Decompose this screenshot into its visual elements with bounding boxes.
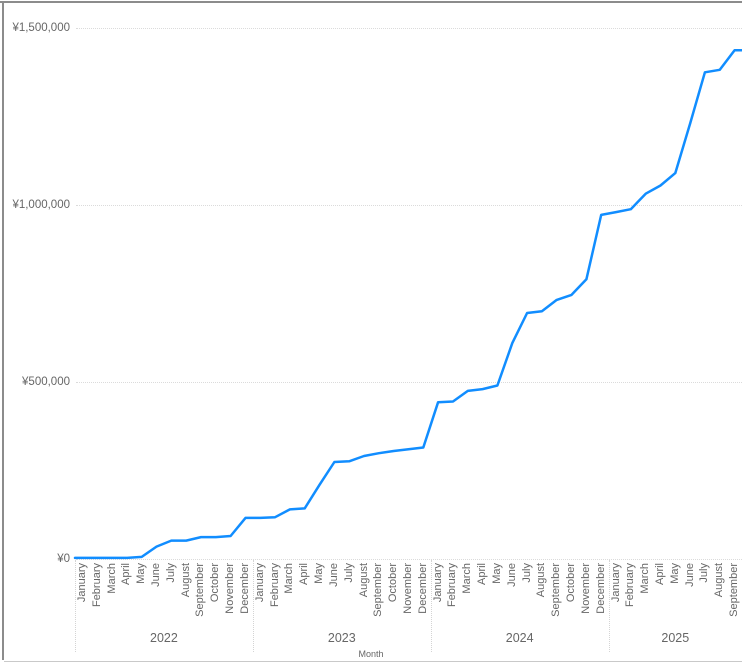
- month-tick-label: February: [624, 563, 637, 608]
- month-tick-label: April: [476, 563, 489, 586]
- month-tick-label: April: [120, 563, 133, 586]
- month-tick-label: January: [431, 563, 444, 603]
- window-top-border: [0, 1, 742, 3]
- month-tick-label: September: [550, 563, 563, 617]
- month-tick-label: July: [698, 563, 711, 583]
- month-tick-label: July: [342, 563, 355, 583]
- month-tick-label: November: [224, 563, 237, 614]
- month-tick-label: May: [490, 563, 503, 584]
- month-tick-label: August: [179, 563, 192, 598]
- gridline: [76, 28, 742, 29]
- month-tick-label: November: [402, 563, 414, 614]
- month-tick-label: August: [535, 563, 548, 598]
- month-tick-label: September: [194, 563, 207, 617]
- y-tick-label: ¥0: [57, 553, 70, 565]
- month-tick-label: December: [594, 563, 607, 614]
- month-tick-label: June: [150, 563, 163, 587]
- month-tick-label: January: [253, 563, 266, 603]
- month-tick-label: August: [713, 563, 726, 598]
- y-tick-label: ¥1,000,000: [12, 199, 70, 211]
- month-tick-label: September: [372, 563, 385, 617]
- month-tick-label: February: [90, 563, 103, 608]
- year-separator: [75, 560, 76, 652]
- gridline: [76, 559, 742, 560]
- gridline: [76, 205, 742, 206]
- month-tick-label: February: [446, 563, 459, 608]
- month-tick-label: February: [268, 563, 281, 608]
- gridline: [76, 382, 742, 383]
- visual-bottom-border: [4, 661, 742, 662]
- month-tick-label: August: [357, 563, 370, 598]
- month-tick-label: May: [668, 563, 681, 584]
- month-tick-label: October: [565, 563, 578, 603]
- month-tick-label: December: [238, 563, 251, 614]
- month-tick-label: January: [75, 563, 88, 603]
- month-tick-label: September: [728, 563, 741, 617]
- month-tick-label: November: [579, 563, 592, 614]
- month-tick-label: October: [209, 563, 222, 603]
- month-tick-label: March: [283, 563, 296, 594]
- month-tick-label: October: [387, 563, 400, 603]
- month-tick-label: June: [327, 563, 340, 587]
- year-separator: [430, 560, 432, 652]
- month-tick-label: March: [461, 563, 474, 594]
- line-series: [73, 49, 742, 560]
- month-tick-label: June: [505, 563, 518, 587]
- month-tick-label: December: [416, 563, 429, 614]
- year-tick-label: 2025: [661, 631, 690, 645]
- year-separator: [608, 560, 610, 652]
- month-tick-label: July: [520, 563, 533, 583]
- y-tick-label: ¥500,000: [22, 376, 70, 388]
- window-left-border: [2, 1, 4, 660]
- month-tick-label: June: [683, 563, 696, 587]
- year-tick-label: 2023: [327, 631, 356, 645]
- month-tick-label: March: [639, 563, 652, 594]
- month-tick-label: March: [105, 563, 118, 594]
- y-tick-label: ¥1,500,000: [12, 22, 70, 34]
- month-tick-label: July: [164, 563, 177, 583]
- month-tick-label: April: [653, 563, 666, 586]
- month-tick-label: May: [313, 563, 326, 584]
- month-tick-label: April: [298, 563, 311, 586]
- month-tick-label: May: [135, 563, 148, 584]
- year-tick-label: 2024: [505, 631, 534, 645]
- year-separator: [252, 560, 254, 652]
- year-tick-label: 2022: [150, 631, 178, 645]
- month-tick-label: January: [609, 563, 622, 603]
- x-axis-title: Month: [358, 649, 384, 659]
